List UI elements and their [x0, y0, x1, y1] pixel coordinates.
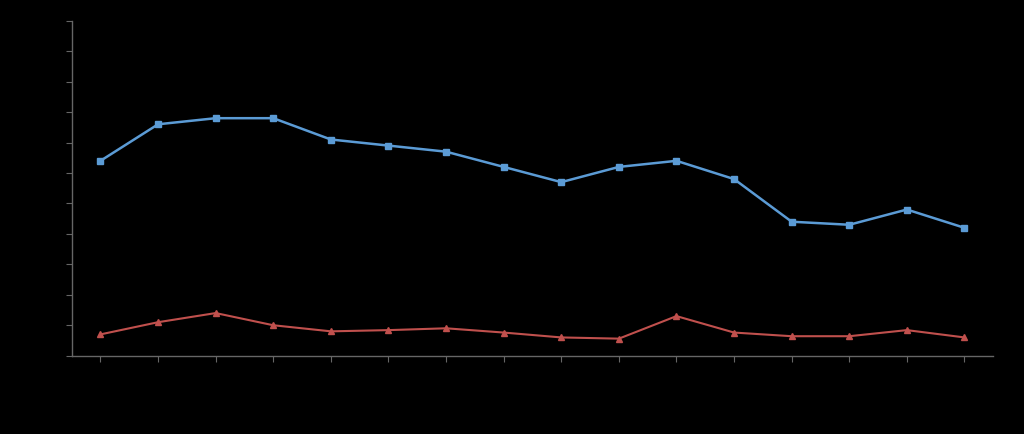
Legend:  [389, 413, 399, 423]
